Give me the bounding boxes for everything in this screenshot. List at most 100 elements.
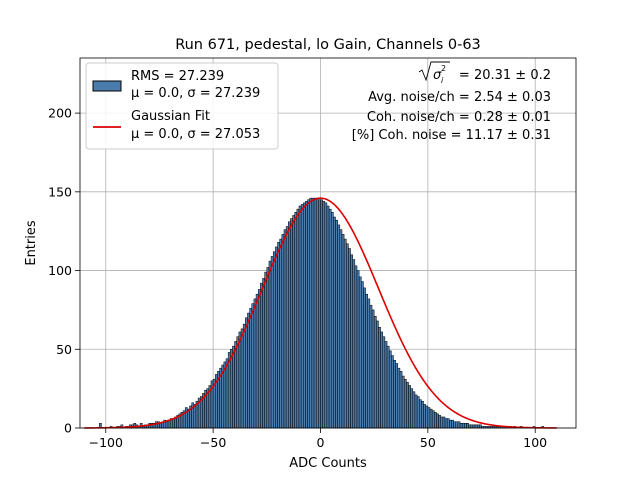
histogram-bar — [333, 216, 336, 429]
histogram-bar — [236, 336, 240, 429]
histogram-bar — [339, 229, 343, 429]
histogram-bar — [406, 382, 409, 429]
histogram-bar — [249, 308, 253, 429]
histogram-bar — [348, 248, 351, 429]
histogram-bar — [223, 361, 227, 429]
histogram-bar — [373, 315, 377, 429]
histogram-bar — [431, 410, 435, 429]
histogram-bar — [380, 331, 384, 429]
histogram-bar — [322, 201, 326, 429]
histogram-bar — [300, 204, 304, 429]
y-tick-label: 200 — [48, 106, 72, 121]
histogram-bar — [352, 259, 356, 429]
histogram-bar — [298, 205, 302, 429]
histogram-bar — [376, 320, 379, 429]
histogram-bar — [266, 267, 270, 429]
x-tick-label: −100 — [89, 435, 123, 450]
x-tick-label: −50 — [200, 435, 226, 450]
histogram-bar — [444, 418, 448, 429]
annotations: σ i 2 = 20.31 ± 0.2 Avg. noise/ch = 2.54… — [352, 61, 551, 143]
histogram-bar — [466, 423, 469, 429]
legend-entry-histogram-params: μ = 0.0, σ = 27.239 — [131, 86, 260, 101]
histogram-bar — [446, 418, 450, 429]
histogram-bar — [272, 251, 276, 429]
histogram-bar — [419, 399, 422, 429]
histogram-bar — [330, 212, 334, 429]
histogram-bar — [303, 202, 306, 429]
histogram-bar — [367, 298, 371, 429]
legend-entry-histogram: RMS = 27.239 — [131, 69, 224, 84]
histogram-bar — [240, 328, 244, 429]
histogram-bar — [358, 276, 362, 429]
histogram-bar — [159, 423, 162, 429]
x-tick-label: 0 — [317, 435, 325, 450]
y-tick-label: 150 — [48, 184, 72, 199]
histogram-bar — [479, 424, 482, 429]
histogram-bar — [242, 323, 246, 429]
legend: RMS = 27.239 μ = 0.0, σ = 27.239 Gaussia… — [85, 62, 279, 150]
histogram-bar — [401, 375, 405, 429]
histogram-bar — [363, 287, 366, 429]
histogram-bar — [434, 412, 437, 429]
histogram-bar — [464, 423, 467, 429]
histogram-bar — [386, 345, 390, 429]
x-axis-label: ADC Counts — [289, 456, 367, 471]
x-tick-label: 100 — [523, 435, 547, 450]
histogram-bar — [356, 270, 360, 429]
histogram-bar — [341, 234, 345, 429]
histogram-bar — [436, 413, 439, 429]
histogram-bar — [296, 208, 300, 429]
histogram-bar — [288, 221, 291, 429]
histogram-bar — [346, 243, 349, 429]
histogram-bar — [292, 215, 295, 429]
histogram-bar — [408, 385, 411, 429]
histogram-bar — [305, 201, 308, 429]
histogram-bar — [328, 208, 332, 429]
histogram-bar — [285, 226, 289, 429]
histogram-bar — [260, 282, 263, 429]
histogram-bar — [421, 400, 424, 429]
histogram-bar — [275, 246, 278, 429]
histogram-bar — [193, 404, 197, 429]
histogram-bar — [335, 219, 338, 429]
histogram-bar — [172, 418, 175, 429]
histogram-bar — [403, 378, 407, 429]
histogram-bar — [232, 345, 235, 429]
annotation-total-noise: = 20.31 ± 0.2 — [459, 68, 551, 83]
histogram-bar — [427, 407, 431, 429]
histogram-bar — [472, 424, 476, 429]
histogram-bar — [343, 238, 347, 429]
histogram-bar — [311, 197, 315, 429]
histogram-bar — [397, 367, 401, 429]
gaussian-fit-curve — [84, 197, 557, 429]
histogram-bar — [476, 424, 480, 429]
histogram-bar — [442, 416, 446, 429]
histogram-bar — [234, 341, 237, 429]
histogram-bar — [455, 421, 459, 429]
histogram-bar — [238, 331, 242, 429]
annotation-coh-noise-pct: [%] Coh. noise = 11.17 ± 0.31 — [352, 128, 551, 143]
histogram-bar — [324, 202, 328, 429]
sqrt-sigma-symbol: σ i 2 — [418, 61, 450, 85]
histogram-bar — [315, 197, 319, 429]
histogram-bar — [393, 360, 396, 429]
y-tick-label: 50 — [56, 342, 72, 357]
histogram-bar — [270, 256, 274, 429]
histogram-bar — [459, 423, 463, 429]
legend-entry-fit: Gaussian Fit — [131, 109, 210, 124]
x-tick-label: 50 — [420, 435, 436, 450]
histogram-bar — [371, 309, 375, 429]
svg-text:i: i — [441, 76, 444, 85]
histogram-bar — [382, 336, 386, 429]
histogram-bar — [451, 419, 454, 429]
y-tick-label: 100 — [48, 263, 72, 278]
x-axis-ticks: −100 −50 0 50 100 — [89, 428, 547, 450]
histogram-bar — [313, 197, 317, 429]
histogram-bar — [429, 408, 433, 429]
histogram-bar — [230, 349, 233, 429]
y-axis-label: Entries — [24, 220, 39, 266]
histogram-bar — [470, 424, 474, 429]
histogram-bar — [184, 407, 188, 429]
histogram-bar — [440, 416, 444, 429]
histogram-bar — [309, 197, 313, 429]
